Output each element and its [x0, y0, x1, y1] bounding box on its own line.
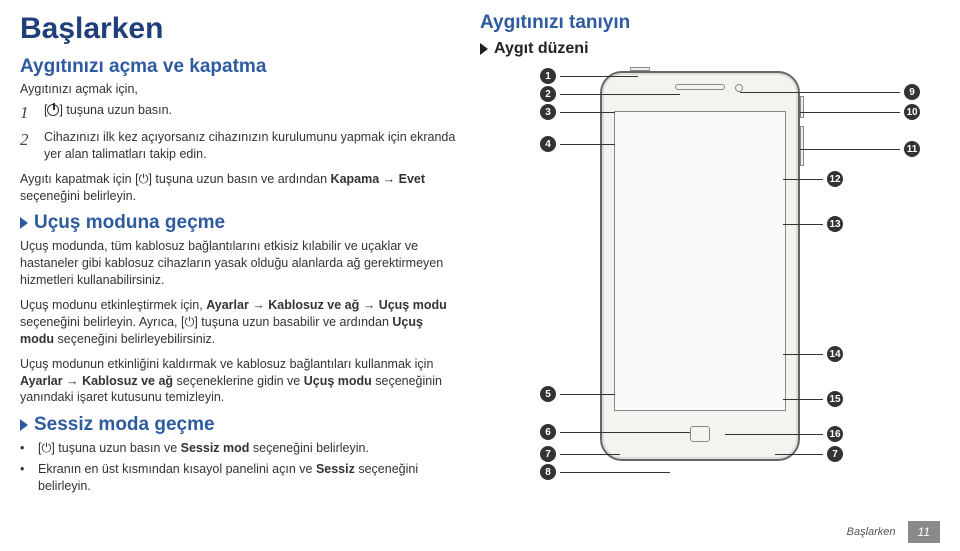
callout-9: 9 — [740, 84, 920, 100]
callout-7b: 7 — [775, 446, 843, 462]
step-2: 2 Cihazınızı ilk kez açıyorsanız cihazın… — [20, 129, 460, 163]
callout-13: 13 — [783, 216, 843, 232]
device-screen — [614, 111, 786, 411]
callout-3: 3 — [540, 104, 615, 120]
callout-15: 15 — [783, 391, 843, 407]
callout-14: 14 — [783, 346, 843, 362]
step-text: Cihazınızı ilk kez açıyorsanız cihazınız… — [44, 129, 460, 163]
step-number: 1 — [20, 102, 34, 125]
callout-11: 11 — [800, 141, 920, 157]
callout-4: 4 — [540, 136, 615, 152]
callout-10: 10 — [800, 104, 920, 120]
sub-note: Aygıtınızı açmak için, — [20, 82, 460, 96]
footer-label: Başlarken — [835, 522, 908, 542]
heading-know-device: Aygıtınızı tanıyın — [480, 12, 940, 34]
power-icon — [47, 104, 59, 116]
paragraph: Aygıtı kapatmak için [⏻] tuşuna uzun bas… — [20, 171, 460, 205]
arrow-icon — [20, 419, 28, 431]
heading-text: Aygıt düzeni — [494, 40, 589, 58]
callout-7: 7 — [540, 446, 620, 462]
page-footer: Başlarken 11 — [835, 521, 940, 543]
heading-device-layout: Aygıt düzeni — [480, 40, 940, 58]
callout-5: 5 — [540, 386, 615, 402]
paragraph: Uçuş modunu etkinleştirmek için, Ayarlar… — [20, 297, 460, 348]
footer-page-number: 11 — [908, 521, 940, 543]
page-title: Başlarken — [20, 12, 460, 46]
bullet-item: • [⏻] tuşuna uzun basın ve Sessiz mod se… — [20, 440, 460, 457]
step-1: 1 [] tuşuna uzun basın. — [20, 102, 460, 125]
callout-6: 6 — [540, 424, 690, 440]
heading-text: Uçuş moduna geçme — [34, 212, 225, 234]
heading-text: Aygıtınızı açma ve kapatma — [20, 56, 266, 78]
bullet-item: • Ekranın en üst kısmından kısayol panel… — [20, 461, 460, 495]
heading-open-close: Aygıtınızı açma ve kapatma — [20, 56, 460, 78]
callout-2: 2 — [540, 86, 680, 102]
home-button — [690, 426, 710, 442]
heading-text: Sessiz moda geçme — [34, 414, 215, 436]
callout-16: 16 — [725, 426, 843, 442]
callout-1: 1 — [540, 68, 638, 84]
callout-12: 12 — [783, 171, 843, 187]
callout-8: 8 — [540, 464, 670, 480]
paragraph: Uçuş modunun etkinliğini kaldırmak ve ka… — [20, 356, 460, 407]
heading-silent-mode: Sessiz moda geçme — [20, 414, 460, 436]
paragraph: Uçuş modunda, tüm kablosuz bağlantıların… — [20, 238, 460, 289]
device-speaker — [675, 84, 725, 90]
device-diagram: 1 2 3 4 5 6 7 8 — [480, 66, 920, 486]
step-number: 2 — [20, 129, 34, 163]
heading-flight-mode: Uçuş moduna geçme — [20, 212, 460, 234]
arrow-icon — [20, 217, 28, 229]
arrow-icon — [480, 43, 488, 55]
